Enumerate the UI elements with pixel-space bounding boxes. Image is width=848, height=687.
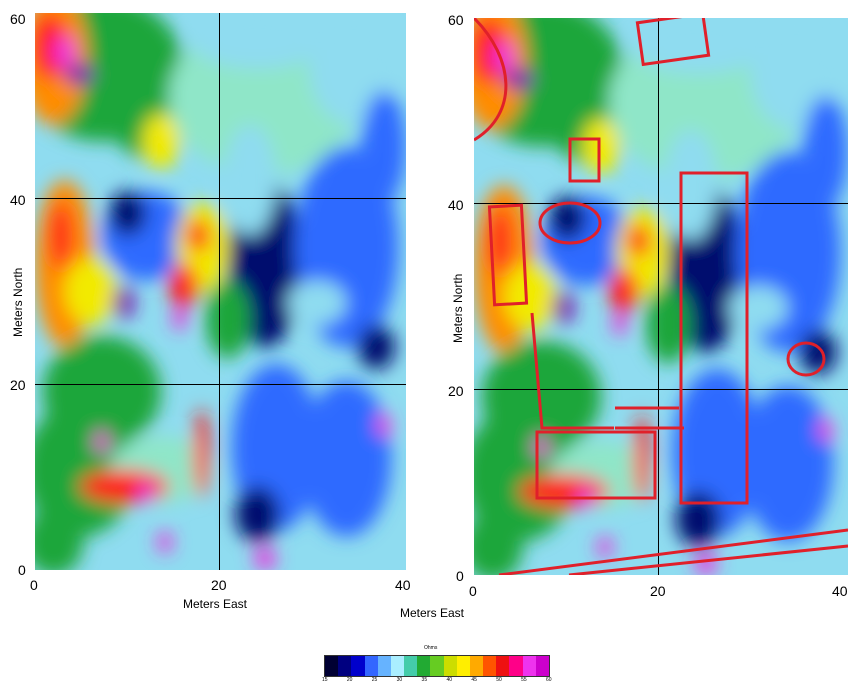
colorbar-swatch [390, 656, 405, 676]
right-gridline-y40 [474, 203, 848, 204]
colorbar-swatch [469, 656, 484, 676]
left-xtick-20: 20 [211, 577, 227, 593]
right-gridline-x20 [658, 18, 659, 575]
colorbar-tick-label: 25 [371, 677, 378, 683]
colorbar-tick-label: 15 [322, 677, 328, 683]
left-gridline-y20 [35, 384, 406, 385]
right-ytick-60: 60 [448, 12, 464, 28]
right-resistivity-map [474, 18, 848, 575]
left-gridline-x20 [219, 13, 220, 570]
colorbar-tick-label: 50 [496, 677, 502, 683]
colorbar-tick-label: 40 [446, 677, 452, 683]
left-ytick-20: 20 [10, 377, 26, 393]
colorbar-swatch [483, 656, 497, 676]
right-xtick-0: 0 [469, 583, 477, 599]
colorbar-swatch [325, 656, 339, 676]
right-xtick-20: 20 [650, 583, 666, 599]
left-xtick-0: 0 [30, 577, 38, 593]
right-ytick-20: 20 [448, 383, 464, 399]
colorbar-swatch [364, 656, 378, 676]
right-heatmap [474, 18, 848, 575]
colorbar [324, 655, 550, 677]
colorbar-tick-label: 35 [421, 677, 428, 683]
left-xtick-40: 40 [395, 577, 411, 593]
right-xtick-40: 40 [832, 583, 848, 599]
colorbar-swatch [496, 656, 510, 676]
right-ytick-0: 0 [456, 568, 464, 584]
right-gridline-y20 [474, 389, 848, 390]
left-resistivity-map [35, 13, 406, 570]
right-xaxis-label: Meters East [400, 606, 465, 620]
colorbar-swatch [351, 656, 365, 676]
left-heatmap [35, 13, 406, 570]
left-yaxis-label: Meters North [11, 267, 25, 337]
right-yaxis-label: Meters North [451, 273, 465, 343]
colorbar-swatch [404, 656, 418, 676]
colorbar-swatch [456, 656, 470, 676]
colorbar-tick-label: 30 [396, 677, 403, 683]
colorbar-swatch [430, 656, 444, 676]
colorbar-tick-label: 20 [346, 677, 353, 683]
colorbar-swatch [338, 656, 352, 676]
colorbar-tick-label: 55 [521, 677, 527, 683]
colorbar-swatch [509, 656, 523, 676]
left-ytick-40: 40 [10, 192, 26, 208]
left-ytick-60: 60 [10, 11, 26, 27]
colorbar-title: Ohms [424, 645, 438, 651]
left-xaxis-label: Meters East [183, 597, 248, 611]
left-ytick-0: 0 [18, 562, 26, 578]
colorbar-tick-label: 60 [546, 677, 552, 683]
colorbar-swatch [522, 656, 536, 676]
left-gridline-y40 [35, 198, 406, 199]
colorbar-swatch [535, 656, 549, 676]
colorbar-tick-label: 45 [471, 677, 477, 683]
colorbar-swatch [443, 656, 457, 676]
colorbar-swatch [377, 656, 391, 676]
colorbar-swatch [417, 656, 431, 676]
right-ytick-40: 40 [448, 197, 464, 213]
